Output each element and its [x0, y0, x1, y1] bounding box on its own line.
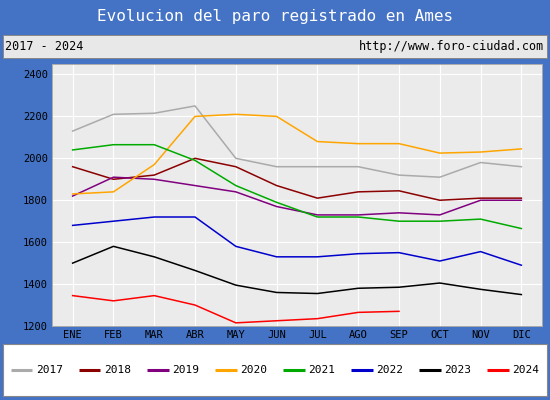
Text: 2018: 2018 — [104, 365, 131, 375]
Text: Evolucion del paro registrado en Ames: Evolucion del paro registrado en Ames — [97, 10, 453, 24]
Text: 2019: 2019 — [172, 365, 199, 375]
Text: 2022: 2022 — [376, 365, 403, 375]
Text: 2017 - 2024: 2017 - 2024 — [6, 40, 84, 53]
Text: 2023: 2023 — [444, 365, 471, 375]
Text: 2024: 2024 — [512, 365, 539, 375]
Text: 2017: 2017 — [36, 365, 63, 375]
Text: http://www.foro-ciudad.com: http://www.foro-ciudad.com — [359, 40, 544, 53]
Text: 2020: 2020 — [240, 365, 267, 375]
Text: 2021: 2021 — [308, 365, 335, 375]
